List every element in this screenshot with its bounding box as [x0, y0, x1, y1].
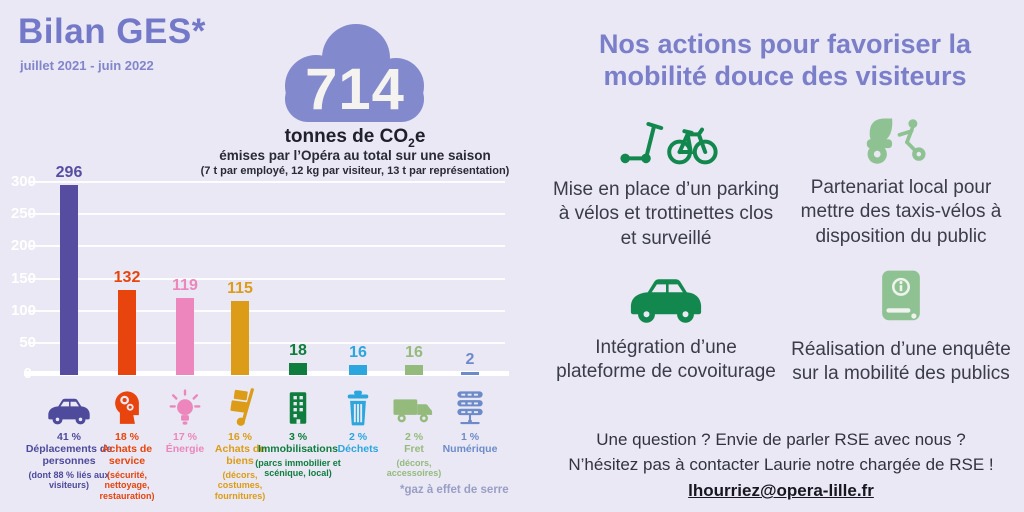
legend-item-achats-biens: 16 % Achats de biens (décors, costumes, …	[206, 385, 274, 501]
legend-label: Déplacements de personnes	[25, 443, 113, 468]
bar-achats-service: 132	[114, 269, 140, 375]
legend-label: Énergie	[165, 443, 205, 455]
legend-sub: (dont 88 % liés aux visiteurs)	[28, 470, 110, 491]
gridline: 200	[11, 237, 505, 254]
gridline: 100	[11, 302, 505, 319]
server-icon	[432, 385, 508, 427]
action-text: Partenariat local pour mettre des taxis-…	[800, 177, 1002, 247]
bar-value: 119	[172, 277, 198, 294]
legend-label: Achats de biens	[214, 443, 266, 468]
action-text: Mise en place d’un parking à vélos et tr…	[552, 179, 780, 249]
legend-pct: 41 %	[57, 431, 81, 443]
bar-value: 16	[405, 344, 423, 361]
action-parking-velos: Mise en place d’un parking à vélos et tr…	[552, 112, 780, 251]
co2-unit: tonnes de CO2e	[200, 126, 510, 150]
legend-item-deplacements: 41 % Déplacements de personnes (dont 88 …	[25, 385, 113, 491]
legend-pct: 16 %	[228, 431, 252, 443]
bar-chart: 0 50 100 150 200 250 300 296 132 119 115…	[11, 164, 509, 382]
legend-pct: 2 %	[404, 431, 424, 443]
bar-value: 2	[465, 351, 475, 368]
y-tick: 150	[10, 269, 36, 287]
action-covoiturage: Intégration d’une plateforme de covoitur…	[552, 274, 780, 385]
contact-email-link[interactable]: lhourriez@opera-lille.fr	[688, 481, 874, 501]
period-label: juillet 2021 - juin 2022	[20, 58, 154, 73]
bar-value: 16	[349, 344, 367, 361]
legend-pct: 17 %	[173, 431, 197, 443]
y-tick: 100	[10, 301, 36, 319]
co2-unit-end: e	[414, 126, 426, 147]
bar-dechets: 16	[349, 344, 367, 375]
legend-item-achats-service: 18 % Achats de service (sécurité, nettoy…	[93, 385, 161, 501]
head-gears-icon	[93, 385, 161, 427]
legend-pct: 1 %	[460, 431, 480, 443]
scooter-bike-icon	[552, 112, 780, 168]
legend-item-energie: 17 % Énergie	[157, 385, 213, 458]
cloud-icon	[285, 24, 424, 122]
gridline: 150	[11, 270, 505, 287]
legend-label: Fret	[404, 443, 424, 455]
legend-pct: 2 %	[348, 431, 368, 443]
contact-line1: Une question ? Envie de parler RSE avec …	[596, 430, 966, 449]
action-enquete: Réalisation d’une enquête sur la mobilit…	[786, 268, 1016, 387]
legend-item-dechets: 2 % Déchets	[330, 385, 386, 458]
legend-label: Immobilisations	[258, 443, 338, 455]
action-text: Intégration d’une plateforme de covoitur…	[556, 337, 776, 383]
bar-numerique: 2	[461, 351, 479, 375]
legend-label: Achats de service	[101, 443, 153, 468]
legend-sub: (décors, costumes, fournitures)	[214, 470, 266, 501]
bar-immobilisations: 18	[289, 342, 307, 375]
legend-label: Déchets	[337, 443, 379, 455]
bar-value: 132	[113, 269, 141, 286]
bar-deplacements: 296	[56, 164, 82, 375]
action-text: Réalisation d’une enquête sur la mobilit…	[791, 339, 1011, 385]
y-tick: 50	[19, 333, 36, 351]
page-title: Bilan GES*	[18, 12, 206, 51]
co2-unit-main: tonnes de CO	[284, 126, 409, 147]
co2-unit-sub: 2	[408, 135, 415, 150]
action-taxis-velos: Partenariat local pour mettre des taxis-…	[786, 114, 1016, 249]
truck-icon	[382, 385, 446, 427]
legend-pct: 3 %	[288, 431, 308, 443]
y-tick: 300	[10, 173, 36, 190]
bar-value: 18	[289, 342, 307, 359]
bar-fret: 16	[405, 344, 423, 375]
footnote: *gaz à effet de serre	[400, 484, 509, 496]
actions-title: Nos actions pour favoriser la mobilité d…	[598, 29, 972, 92]
legend-item-numerique: 1 % Numérique	[432, 385, 508, 458]
legend-label: Numérique	[442, 443, 498, 455]
legend-pct: 18 %	[115, 431, 139, 443]
gridline: 50	[19, 334, 505, 351]
bar-energie: 119	[172, 277, 198, 375]
gridline: 0	[24, 365, 509, 382]
bar-value: 296	[55, 164, 83, 181]
lightbulb-icon	[157, 385, 213, 427]
y-tick: 250	[10, 205, 36, 223]
gridline: 250	[11, 205, 505, 222]
y-tick: 0	[23, 365, 32, 382]
y-tick: 200	[10, 237, 36, 255]
co2-caption: émises par l’Opéra au total sur une sais…	[219, 148, 491, 163]
co2-detail: (7 t par employé, 12 kg par visiteur, 13…	[200, 165, 510, 177]
legend-item-fret: 2 % Fret (décors, accessoires)	[382, 385, 446, 479]
car-icon	[25, 385, 113, 427]
bike-taxi-icon	[786, 114, 1016, 166]
book-info-icon	[786, 268, 1016, 328]
trash-icon	[330, 385, 386, 427]
car-green-icon	[552, 274, 780, 326]
contact-line2: N’hésitez pas à contacter Laurie notre c…	[568, 454, 994, 474]
contact-block: Une question ? Envie de parler RSE avec …	[545, 428, 1017, 504]
legend-item-immobilisations: 3 % Immobilisations (parcs immobilier et…	[250, 385, 346, 479]
bar-achats-biens: 115	[227, 280, 253, 375]
legend-sub: (sécurité, nettoyage, restauration)	[99, 470, 155, 501]
legend-sub: (parcs immobilier et scénique, local)	[255, 458, 341, 479]
handtruck-icon	[206, 385, 274, 427]
gridline: 300	[11, 173, 505, 190]
bar-value: 115	[227, 280, 253, 297]
legend-sub: (décors, accessoires)	[386, 458, 442, 479]
total-co2-value: 714	[305, 57, 405, 122]
building-icon	[250, 385, 346, 427]
co2-cloud: 714	[272, 12, 438, 130]
